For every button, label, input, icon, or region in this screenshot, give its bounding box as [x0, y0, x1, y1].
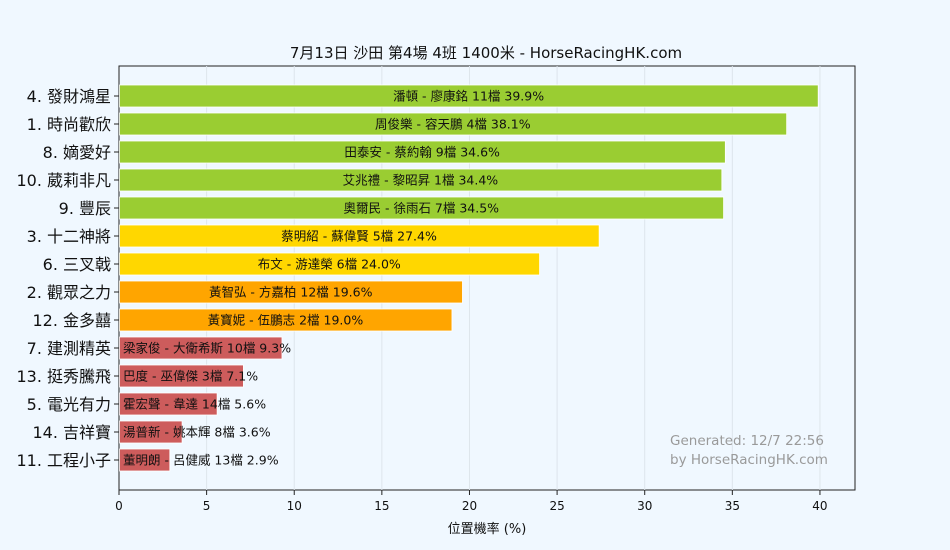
bar: [119, 140, 726, 164]
bar-labels: 潘頓 - 廖康銘 11檔 39.9% 周俊樂 - 容天鵬 4檔 38.1% 田泰安 …: [123, 89, 544, 468]
y-tick-label: 3. 十二神將: [27, 227, 111, 246]
bar: [119, 196, 724, 220]
bar-label: 艾兆禮 - 黎昭昇 1檔 34.4%: [343, 173, 499, 188]
x-tick-label: 40: [812, 499, 827, 513]
bar-label: 梁家俊 - 大衛希斯 10檔 9.3%: [123, 341, 291, 356]
y-axis-labels: 4. 發財鴻星 1. 時尚歡欣 8. 嫡愛好 10. 葳莉非凡 9. 豐辰 3. 十二神將…: [16, 87, 119, 470]
y-tick-label: 11. 工程小子: [16, 451, 111, 470]
bar-label: 霍宏聲 - 韋達 14檔 5.6%: [123, 397, 266, 412]
bar-label: 巴度 - 巫偉傑 3檔 7.1%: [123, 369, 258, 384]
bar-label: 黃智弘 - 方嘉柏 12檔 19.6%: [209, 285, 373, 300]
bar: [119, 364, 244, 388]
y-tick-label: 6. 三叉戟: [43, 255, 111, 274]
y-tick-label: 10. 葳莉非凡: [16, 171, 111, 190]
bar-label: 董明朗 - 呂健威 13檔 2.9%: [123, 453, 279, 468]
y-tick-label: 2. 觀眾之力: [27, 283, 111, 302]
bar-label: 湯普新 - 姚本輝 8檔 3.6%: [123, 425, 271, 440]
generated-note: Generated: 12/7 22:56: [670, 433, 824, 449]
bar-label: 周俊樂 - 容天鵬 4檔 38.1%: [375, 117, 531, 132]
y-tick-label: 14. 吉祥寶: [32, 423, 111, 442]
x-tick-label: 5: [203, 499, 211, 513]
y-tick-label: 9. 豐辰: [59, 199, 111, 218]
y-tick-label: 5. 電光有力: [27, 395, 111, 414]
y-tick-label: 1. 時尚歡欣: [27, 115, 111, 134]
x-tick-label: 20: [462, 499, 477, 513]
x-tick-label: 10: [287, 499, 302, 513]
bar: [119, 168, 723, 192]
bar: [119, 252, 540, 276]
x-tick-label: 25: [549, 499, 564, 513]
y-tick-label: 8. 嫡愛好: [43, 143, 111, 162]
bar: [119, 392, 218, 416]
bar: [119, 112, 788, 136]
bar: [119, 336, 283, 360]
x-tick-label: 35: [725, 499, 740, 513]
bar: [119, 280, 463, 304]
bar-label: 蔡明紹 - 蘇偉賢 5檔 27.4%: [281, 229, 437, 244]
bar: [119, 308, 453, 332]
y-tick-label: 4. 發財鴻星: [27, 87, 111, 106]
y-tick-label: 13. 挺秀騰飛: [16, 367, 111, 386]
bar-label: 田泰安 - 蔡約翰 9檔 34.6%: [344, 145, 500, 160]
bar-label: 黃寶妮 - 伍鵬志 2檔 19.0%: [208, 313, 364, 328]
y-tick-label: 7. 建測精英: [27, 339, 111, 358]
x-axis-ticks: 0 5 10 15 20 25 30 35 40: [115, 490, 828, 513]
source-note: by HorseRacingHK.com: [670, 452, 828, 468]
x-tick-label: 30: [637, 499, 652, 513]
bars: [119, 84, 819, 472]
chart-title: 7月13日 沙田 第4場 4班 1400米 - HorseRacingHK.co…: [290, 44, 682, 62]
x-tick-label: 0: [115, 499, 123, 513]
bar-label: 布文 - 游達榮 6檔 24.0%: [258, 257, 401, 272]
bar: [119, 448, 171, 472]
bar-label: 奧爾民 - 徐雨石 7檔 34.5%: [343, 201, 499, 216]
y-tick-label: 12. 金多囍: [32, 311, 111, 330]
bar: [119, 84, 819, 108]
bar: [119, 224, 600, 248]
grid-lines: [206, 66, 821, 490]
x-tick-label: 15: [374, 499, 389, 513]
bar-label: 潘頓 - 廖康銘 11檔 39.9%: [393, 89, 544, 104]
x-axis-label: 位置機率 (%): [448, 521, 527, 537]
bar: [119, 420, 183, 444]
